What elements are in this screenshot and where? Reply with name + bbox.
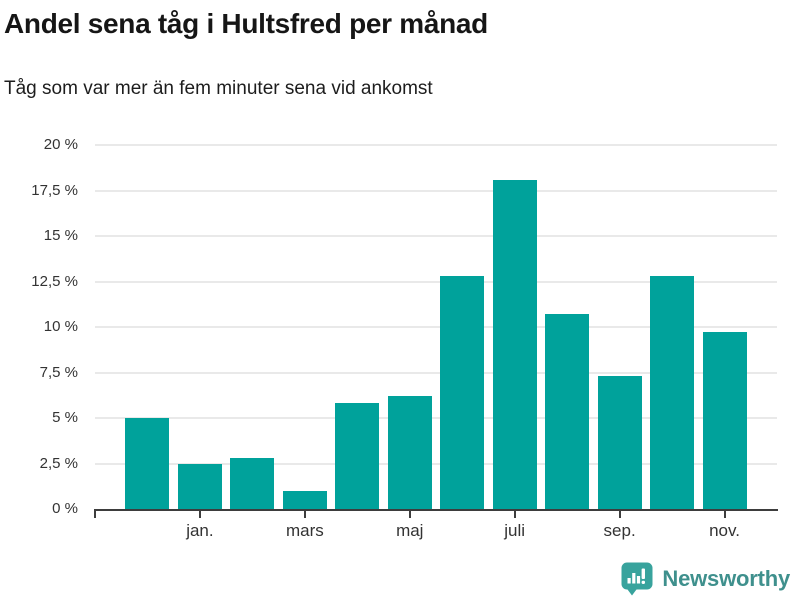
newsworthy-logo-icon <box>621 562 653 596</box>
chart-subtitle: Tåg som var mer än fem minuter sena vid … <box>4 78 433 99</box>
y-axis-tick-label: 10 % <box>43 318 78 335</box>
bar-feb <box>230 458 275 509</box>
x-axis-tick-label: jan. <box>186 521 214 540</box>
y-axis-tick-label: 20 % <box>43 136 78 153</box>
x-axis-tick-label: mars <box>285 521 324 540</box>
gridline <box>95 280 777 283</box>
bar-sep <box>597 376 642 509</box>
gridline <box>95 189 777 192</box>
bar-maj <box>387 396 432 509</box>
gridline <box>95 462 777 465</box>
gridline <box>95 326 777 328</box>
y-axis-tick-label: 7,5 % <box>39 363 78 381</box>
x-axis-tick <box>198 511 201 518</box>
x-axis-line <box>94 509 778 511</box>
x-axis-tick-label: sep. <box>603 521 636 540</box>
x-axis-tick-label: maj <box>396 521 424 540</box>
bar-nov <box>702 332 747 509</box>
bar-apr <box>335 403 380 509</box>
gridline <box>95 417 777 419</box>
x-axis-tick-label: nov. <box>709 521 740 540</box>
bar-juli <box>492 179 537 509</box>
x-axis-tick <box>513 511 516 518</box>
bar-juni <box>440 276 485 509</box>
gridline <box>95 235 777 237</box>
bar-dec <box>125 418 170 509</box>
bar-mars <box>282 490 327 509</box>
bar-jan <box>177 463 222 509</box>
y-axis-tick-label: 0 % <box>52 500 78 517</box>
y-axis-tick-label: 12,5 % <box>31 272 78 290</box>
y-axis-tick-label: 17,5 % <box>31 181 78 199</box>
y-axis-tick-label: 15 % <box>43 227 78 244</box>
x-axis-tick <box>618 511 621 518</box>
x-axis-tick <box>408 511 411 518</box>
newsworthy-logo: Newsworthy <box>620 561 790 596</box>
x-axis-tick-label: juli <box>504 521 526 540</box>
x-axis-tick <box>303 511 306 518</box>
bar-okt <box>650 276 695 509</box>
gridline <box>95 144 777 146</box>
newsworthy-logo-text: Newsworthy <box>662 565 790 591</box>
x-axis-edge-tick <box>94 511 96 518</box>
gridline <box>95 371 777 374</box>
y-axis-tick-label: 2,5 % <box>39 454 78 472</box>
chart-title: Andel sena tåg i Hultsfred per månad <box>4 8 488 39</box>
y-axis-tick-label: 5 % <box>52 409 78 426</box>
bar-aug <box>545 314 590 509</box>
x-axis-tick <box>723 511 726 518</box>
